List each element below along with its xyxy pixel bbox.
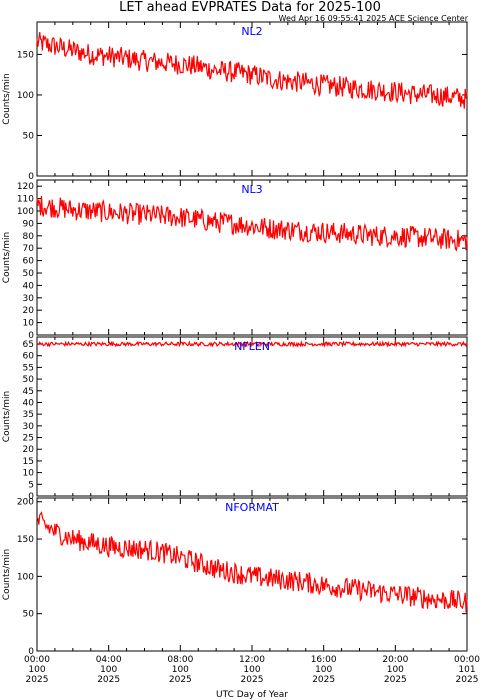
y-axis-label: Counts/min [2,73,12,124]
y-tick-label: 90 [23,219,35,229]
x-tick-doy: 101 [458,665,475,675]
x-tick-year: 2025 [312,675,335,685]
y-axis-label: Counts/min [2,232,12,283]
series-line-nl2 [36,32,468,109]
panel-label: NL2 [241,25,262,38]
y-tick-label: 50 [23,131,35,141]
series-line-nformat [36,511,468,613]
x-tick-year: 2025 [384,675,407,685]
y-tick-label: 25 [23,434,34,444]
y-tick-label: 15 [23,457,34,467]
y-axis-label: Counts/min [2,549,12,600]
x-tick-doy: 100 [315,665,332,675]
y-tick-label: 10 [23,319,35,329]
x-tick-doy: 100 [243,665,260,675]
panel-frame [36,179,468,336]
x-tick-time: 16:00 [311,655,337,665]
y-tick-label: 150 [17,50,34,60]
y-tick-label: 5 [28,480,34,490]
y-tick-label: 40 [23,398,35,408]
y-tick-label: 20 [23,445,35,455]
y-tick-label: 50 [23,610,35,620]
timestamp: Wed Apr 16 09:55:41 2025 ACE Science Cen… [279,14,469,23]
y-tick-label: 30 [23,294,35,304]
y-tick-label: 35 [23,410,34,420]
y-tick-label: 10 [23,469,35,479]
x-tick-doy: 100 [172,665,189,675]
x-tick-time: 00:00 [454,655,480,665]
panel-frame [36,336,468,497]
y-tick-label: 20 [23,306,35,316]
panel-label: NL3 [241,183,262,196]
x-tick-doy: 100 [387,665,404,675]
y-tick-label: 100 [17,207,34,217]
y-tick-label: 110 [17,195,34,205]
y-axis-label: Counts/min [2,391,12,442]
panels-group: 050100150Counts/minNL2010203040506070809… [2,21,468,657]
x-tick-year: 2025 [169,675,192,685]
x-tick-time: 12:00 [239,655,265,665]
y-tick-label: 50 [23,375,35,385]
y-tick-label: 60 [23,257,35,267]
y-tick-label: 40 [23,281,35,291]
y-tick-label: 0 [28,172,34,182]
y-tick-label: 0 [28,492,34,502]
panel-label: NFORMAT [225,501,279,514]
y-tick-label: 70 [23,244,35,254]
series-line-nl3 [36,195,468,252]
y-tick-label: 120 [17,182,34,192]
panel-label: NFLEN [234,340,270,353]
series-line-nflen [36,339,468,348]
y-tick-label: 150 [17,535,34,545]
y-tick-label: 55 [23,363,34,373]
x-tick-time: 20:00 [382,655,408,665]
x-tick-time: 04:00 [96,655,122,665]
y-tick-label: 65 [23,340,34,350]
panel-nl2: 0 50 100 150 Counts/min NL2 [2,21,468,182]
x-tick-year: 2025 [241,675,264,685]
y-tick-label: 0 [28,331,34,341]
y-tick-label: 100 [17,91,34,101]
x-axis: 00:00100202504:00100202508:00100202512:0… [24,655,480,685]
x-tick-time: 00:00 [24,655,50,665]
y-tick-label: 60 [23,352,35,362]
y-tick-label: 30 [23,422,35,432]
x-tick-year: 2025 [26,675,49,685]
x-tick-doy: 100 [100,665,117,675]
panel-nformat: 0 50 100 150 200 Counts/min NFORMAT [2,497,468,657]
panel-nflen: 05101520253035404550556065Counts/minNFLE… [2,336,468,502]
y-tick-label: 100 [17,572,34,582]
x-axis-label: UTC Day of Year [216,690,288,700]
panel-nl3: 0 10 20 30 40 50 60 70 80 90 100 110 120 Counts/min NL… [2,179,468,341]
y-tick-label: 200 [17,498,34,508]
chart-title: LET ahead EVPRATES Data for 2025-100 [119,0,381,15]
y-tick-label: 0 [28,647,34,657]
x-tick-doy: 100 [28,665,45,675]
x-tick-year: 2025 [456,675,479,685]
x-tick-time: 08:00 [167,655,193,665]
y-tick-label: 80 [23,232,35,242]
y-tick-label: 50 [23,269,35,279]
y-tick-label: 45 [23,387,34,397]
x-tick-year: 2025 [97,675,120,685]
